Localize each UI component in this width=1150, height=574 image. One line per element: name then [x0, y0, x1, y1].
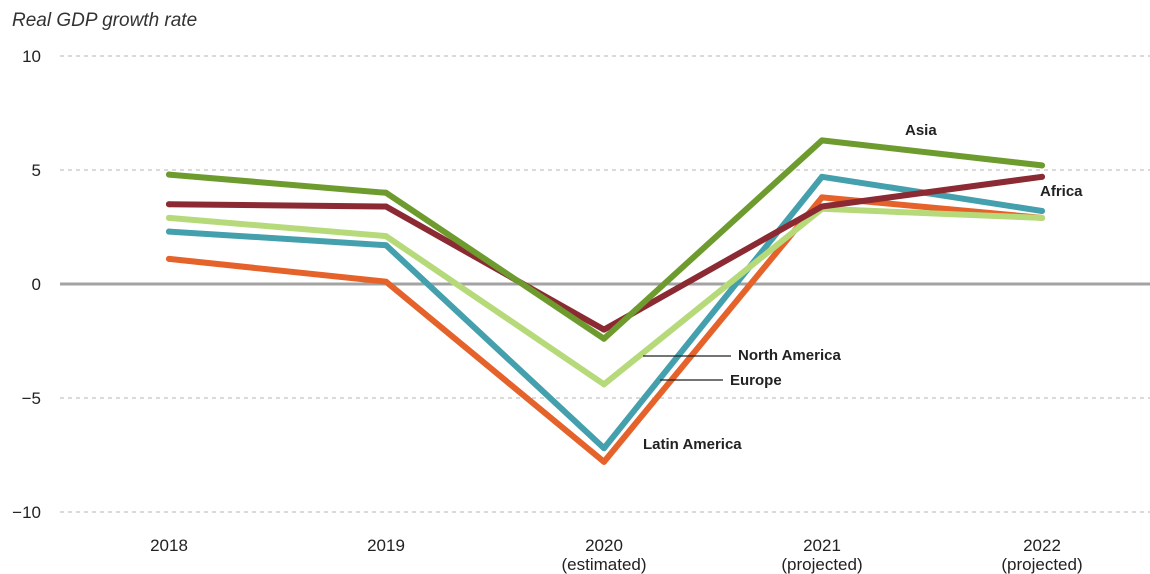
x-axis-ticks: 2018 2019 2020(estimated)2021(projected)20… — [150, 536, 1083, 574]
data-point-latin-america — [383, 278, 389, 285]
data-point-asia — [819, 137, 825, 144]
data-point-latin-america — [819, 194, 825, 201]
y-tick-label: 0 — [32, 275, 41, 294]
chart-title: Real GDP growth rate — [12, 10, 198, 31]
data-point-north-america — [1039, 214, 1045, 221]
data-point-africa — [1039, 173, 1045, 180]
data-point-asia — [1039, 162, 1045, 169]
data-point-europe — [1039, 208, 1045, 215]
data-point-north-america — [166, 214, 172, 221]
data-point-africa — [383, 203, 389, 210]
x-tick-label: (projected) — [1001, 555, 1082, 574]
series-lines — [166, 137, 1045, 465]
data-point-north-america — [383, 233, 389, 240]
series-label: Latin America — [643, 436, 742, 453]
data-point-africa — [601, 326, 607, 333]
data-point-latin-america — [166, 255, 172, 262]
y-tick-label: −5 — [22, 389, 41, 408]
data-point-north-america — [601, 381, 607, 388]
x-tick-label: 2018 — [150, 536, 188, 555]
series-label: Asia — [905, 122, 937, 139]
series-label: Africa — [1040, 183, 1083, 200]
data-point-latin-america — [601, 458, 607, 465]
data-point-africa — [166, 201, 172, 208]
data-point-asia — [601, 335, 607, 342]
series-line-europe — [166, 173, 1045, 452]
series-line-africa — [166, 173, 1045, 333]
data-point-europe — [601, 445, 607, 452]
data-point-europe — [166, 228, 172, 235]
x-tick-label: 2021 — [803, 536, 841, 555]
series-label: North America — [738, 347, 841, 364]
data-point-africa — [819, 203, 825, 210]
x-tick-label: 2022 — [1023, 536, 1061, 555]
data-point-europe — [819, 173, 825, 180]
y-tick-label: −10 — [12, 503, 41, 522]
gridlines — [60, 55, 1150, 513]
data-point-asia — [383, 189, 389, 196]
y-tick-label: 5 — [32, 161, 41, 180]
data-point-asia — [166, 171, 172, 178]
x-tick-label: 2020 — [585, 536, 623, 555]
series-label: Europe — [730, 372, 782, 389]
data-point-europe — [383, 242, 389, 249]
y-tick-label: 10 — [22, 47, 41, 66]
series-line-north-america — [166, 205, 1045, 388]
series-labels: Latin America Europe North America Africa As… — [643, 122, 1083, 453]
x-tick-label: 2019 — [367, 536, 405, 555]
x-tick-label: (projected) — [781, 555, 862, 574]
y-axis-ticks: 10 5 0 −5 −10 — [12, 47, 41, 522]
x-tick-label: (estimated) — [561, 555, 646, 574]
